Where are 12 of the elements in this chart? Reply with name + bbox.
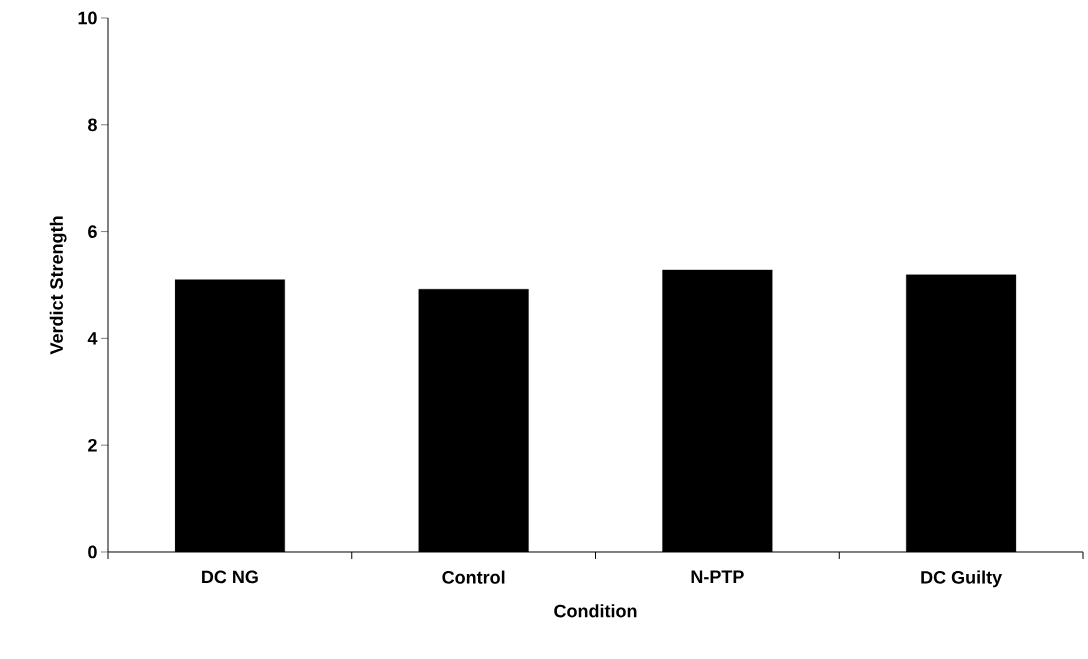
y-tick-label: 6	[88, 225, 97, 238]
y-tick-label: 0	[88, 545, 97, 559]
y-tick-label: 4	[87, 332, 98, 345]
x-tick-label: Control	[442, 570, 505, 584]
y-tick-label: 2	[88, 438, 97, 452]
x-tick-label: DC NG	[202, 570, 258, 584]
y-tick-label: 8	[88, 118, 97, 132]
x-tick-label: DC Guilty	[921, 570, 1003, 588]
x-tick-label: N-PTP	[691, 570, 744, 583]
y-axis-title: Verdict Strength	[49, 216, 67, 355]
x-axis-title: Condition	[554, 604, 637, 618]
y-tick-label: 10	[78, 11, 97, 25]
